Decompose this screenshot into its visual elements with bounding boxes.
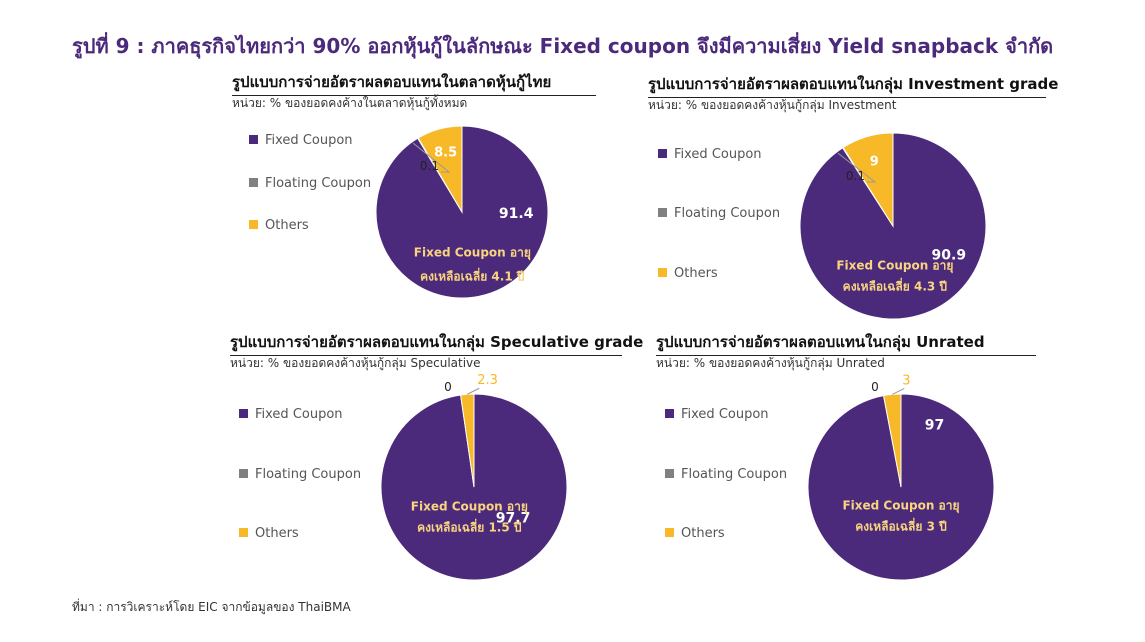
legend-swatch (658, 268, 667, 277)
legend-item-floating: Floating Coupon (239, 467, 361, 482)
legend-item-others: Others (665, 526, 725, 541)
legend-label: Others (265, 218, 309, 233)
data-label-floating: 0 (871, 380, 879, 394)
legend-item-fixed: Fixed Coupon (665, 407, 769, 422)
legend-label: Floating Coupon (681, 467, 788, 482)
chart-unit: หน่วย: % ของยอดคงค้างในตลาดหุ้นกู้ทั้งหม… (232, 96, 468, 110)
note-line: คงเหลือเฉลี่ย 1.5 ปี (417, 518, 522, 534)
note-line: คงเหลือเฉลี่ย 4.3 ปี (843, 278, 948, 294)
legend-item-floating: Floating Coupon (249, 176, 371, 191)
leader-line-floating (412, 142, 451, 173)
legend-swatch (249, 220, 258, 229)
legend-item-floating: Floating Coupon (665, 467, 787, 482)
legend-label: Floating Coupon (265, 176, 372, 191)
legend-swatch (658, 208, 667, 217)
legend-item-fixed: Fixed Coupon (239, 407, 343, 422)
legend-swatch (658, 149, 667, 158)
pie-slice-others (417, 125, 463, 214)
chart-title: รูปแบบการจ่ายอัตราผลตอบแทนในกลุ่ม Unrate… (656, 330, 1036, 356)
legend-label: Floating Coupon (674, 206, 781, 221)
data-label-floating: 0.1 (846, 169, 865, 183)
legend-label: Others (681, 526, 725, 541)
data-label-fixed: 97.7 (496, 510, 531, 526)
legend-item-others: Others (658, 266, 718, 281)
legend-label: Fixed Coupon (674, 147, 762, 162)
data-label-fixed: 97 (925, 417, 944, 433)
leader-line-others (892, 387, 905, 395)
note-line: Fixed Coupon อายุ (836, 259, 953, 274)
data-label-others: 3 (902, 373, 910, 388)
data-label-others: 9 (870, 155, 879, 170)
legend-label: Others (674, 266, 718, 281)
legend-label: Others (255, 526, 299, 541)
legend-label: Fixed Coupon (255, 407, 343, 422)
legend-label: Floating Coupon (255, 467, 362, 482)
leader-line-floating (837, 152, 877, 183)
legend-swatch (249, 178, 258, 187)
chart-unit: หน่วย: % ของยอดคงค้างหุ้นกู้กลุ่ม Invest… (648, 98, 897, 112)
legend-item-fixed: Fixed Coupon (249, 133, 353, 148)
legend-item-floating: Floating Coupon (658, 206, 780, 221)
leader-line-others (467, 387, 480, 395)
legend-label: Fixed Coupon (681, 407, 769, 422)
pie-slice-others (842, 132, 894, 228)
legend-swatch (249, 135, 258, 144)
data-label-fixed: 91.4 (499, 206, 534, 222)
chart-title: รูปแบบการจ่ายอัตราผลตอบแทนในกลุ่ม Invest… (648, 72, 1058, 98)
source-note: ที่มา : การวิเคราะห์โดย EIC จากข้อมูลของ… (72, 600, 351, 614)
legend-item-fixed: Fixed Coupon (658, 147, 762, 162)
figure-title: รูปที่ 9 : ภาคธุรกิจไทยกว่า 90% ออกหุ้นก… (72, 34, 1054, 58)
legend-swatch (665, 528, 674, 537)
legend-label: Fixed Coupon (265, 133, 353, 148)
chart-unit: หน่วย: % ของยอดคงค้างหุ้นกู้กลุ่ม Unrate… (656, 356, 885, 370)
legend-swatch (239, 528, 248, 537)
note-line: Fixed Coupon อายุ (414, 246, 531, 261)
note-line: Fixed Coupon อายุ (411, 499, 528, 514)
legend-swatch (665, 409, 674, 418)
data-label-floating: 0 (444, 380, 452, 394)
note-line: Fixed Coupon อายุ (842, 498, 959, 513)
legend-swatch (239, 409, 248, 418)
note-line: คงเหลือเฉลี่ย 3 ปี (855, 517, 947, 533)
data-label-floating: 0.1 (420, 159, 439, 173)
chart-title: รูปแบบการจ่ายอัตราผลตอบแทนในตลาดหุ้นกู้ไ… (232, 70, 596, 96)
data-label-others: 2.3 (477, 373, 498, 388)
legend-swatch (239, 469, 248, 478)
legend-item-others: Others (239, 526, 299, 541)
legend-swatch (665, 469, 674, 478)
chart-unit: หน่วย: % ของยอดคงค้างหุ้นกู้กลุ่ม Specul… (230, 356, 481, 370)
chart-title: รูปแบบการจ่ายอัตราผลตอบแทนในกลุ่ม Specul… (230, 330, 643, 356)
data-label-others: 8.5 (434, 145, 457, 160)
note-line: คงเหลือเฉลี่ย 4.1 ปี (420, 268, 525, 284)
data-label-fixed: 90.9 (932, 247, 967, 263)
legend-item-others: Others (249, 218, 309, 233)
